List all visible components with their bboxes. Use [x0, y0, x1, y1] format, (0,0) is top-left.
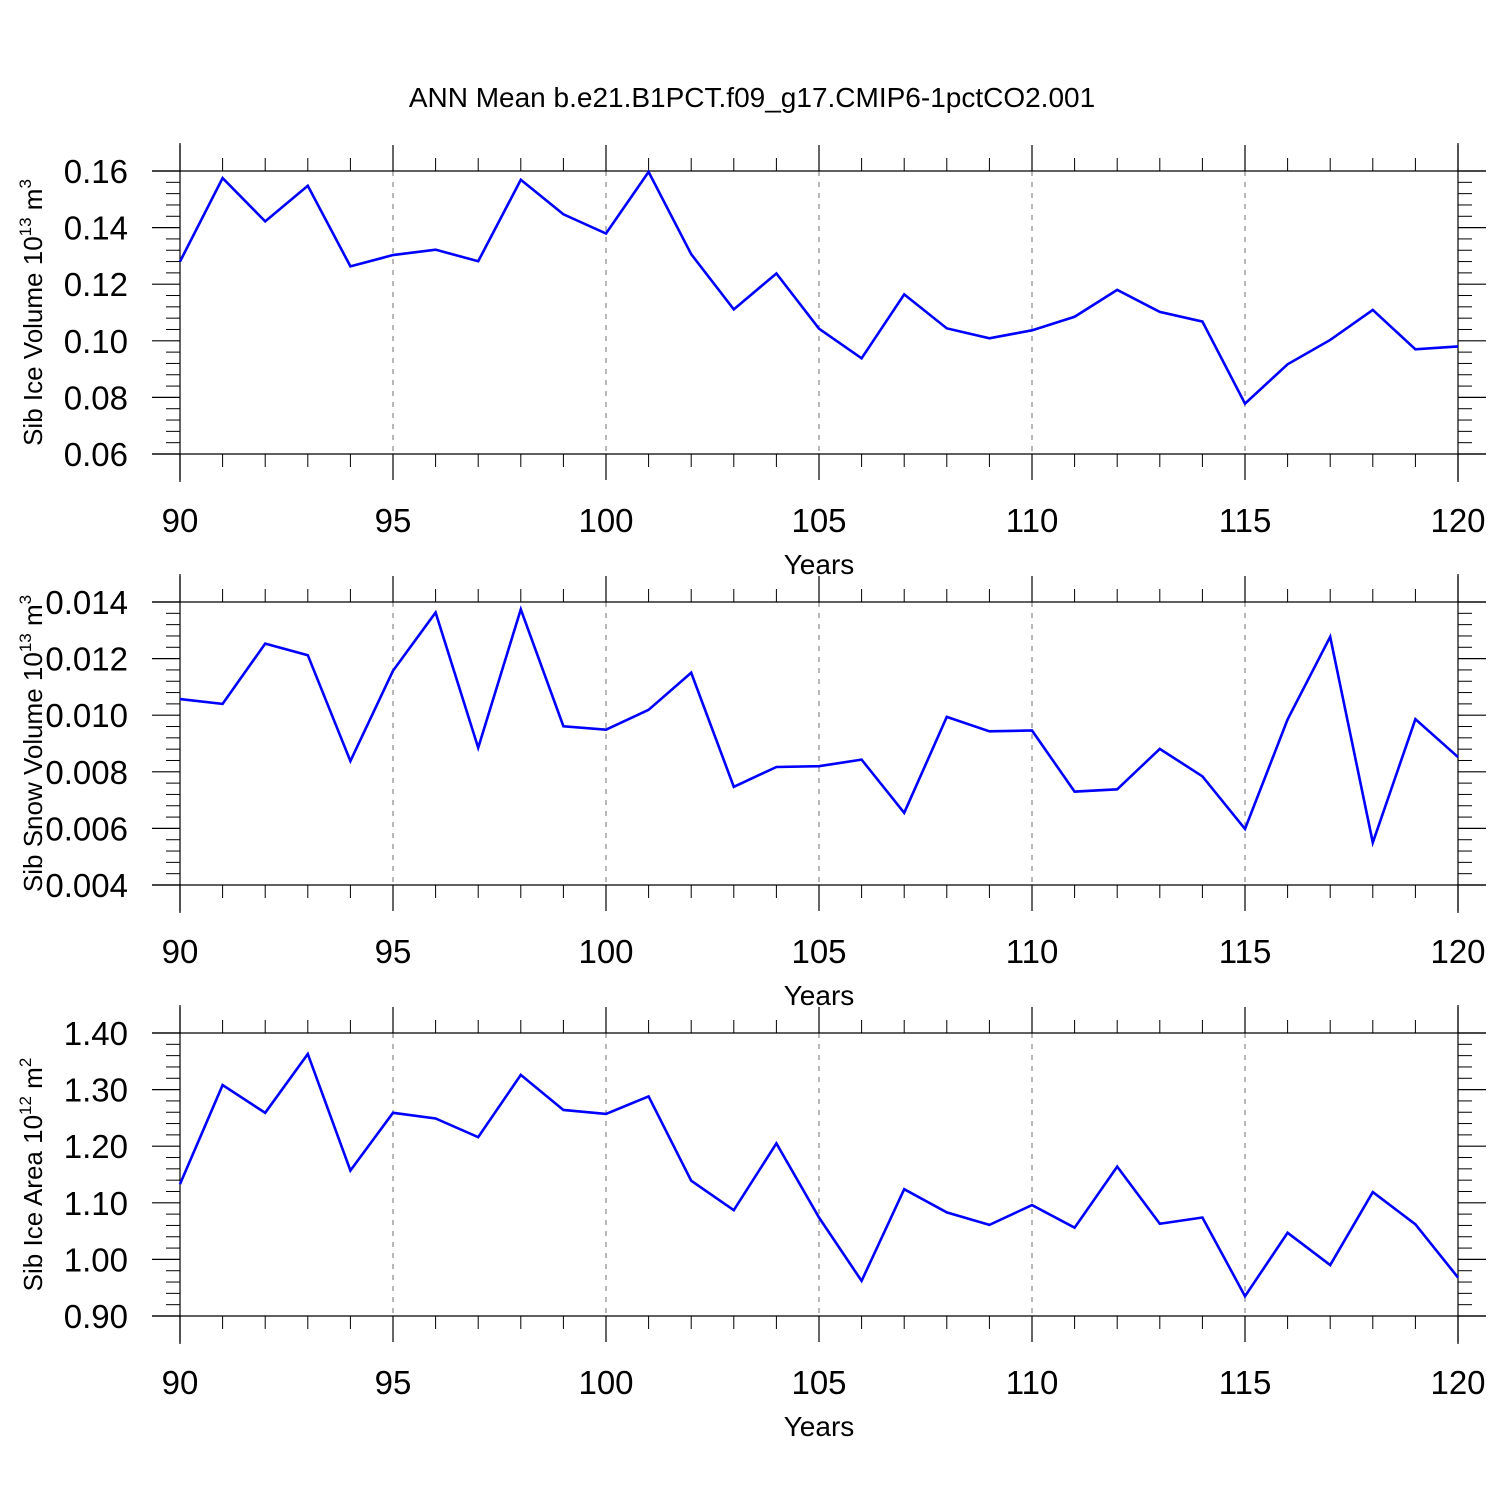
y-tick-label: 0.14	[64, 210, 128, 247]
y-tick-label: 1.40	[64, 1015, 128, 1052]
chart-title: ANN Mean b.e21.B1PCT.f09_g17.CMIP6-1pctC…	[409, 82, 1095, 113]
y-tick-label: 1.30	[64, 1072, 128, 1109]
y-tick-label: 0.06	[64, 436, 128, 473]
series-line-1	[178, 1051, 1460, 1299]
panel-2: 0.004 0.006 0.008 0.010 0.012 0.014 90 95 100 105…	[16, 574, 1486, 1011]
x-tick-label: 95	[375, 502, 412, 539]
x-axis-label: Years	[784, 980, 855, 1011]
y-tick-label: 0.012	[45, 641, 128, 678]
series-line-1	[179, 605, 1459, 848]
x-axis-label: Years	[784, 549, 855, 580]
y-tick-label: 0.10	[64, 323, 128, 360]
x-tick-label: 100	[578, 1364, 633, 1401]
x-tick-label: 100	[578, 502, 633, 539]
x-tick-label: 105	[791, 933, 846, 970]
x-tick-label: 120	[1430, 933, 1485, 970]
x-tick-label: 115	[1219, 933, 1272, 970]
x-tick-label: 120	[1430, 502, 1485, 539]
y-tick-label: 1.10	[64, 1185, 128, 1222]
y-tick-label: 0.010	[45, 697, 128, 734]
x-tick-label: 90	[162, 1364, 199, 1401]
panel-3: 0.90 1.00 1.10 1.20 1.30 1.40 90 95 100 105 110 115…	[16, 1005, 1486, 1442]
x-tick-label: 115	[1219, 502, 1272, 539]
y-tick-label: 1.00	[64, 1241, 128, 1278]
x-tick-label: 90	[162, 933, 199, 970]
y-tick-label: 0.16	[64, 153, 128, 190]
y-axis-label: Sib Ice Volume 1013 m3	[16, 179, 48, 446]
panel-1: 0.06 0.08 0.10 0.12 0.14 0.16 90 95 100 105 110 115…	[16, 143, 1486, 580]
x-tick-label: 110	[1006, 933, 1059, 970]
series-line-1	[178, 169, 1459, 406]
x-tick-label: 115	[1219, 1364, 1272, 1401]
x-tick-label: 90	[162, 502, 199, 539]
y-tick-label: 0.12	[64, 266, 128, 303]
x-tick-label: 120	[1430, 1364, 1485, 1401]
x-tick-label: 95	[375, 933, 412, 970]
x-tick-label: 105	[791, 1364, 846, 1401]
x-tick-label: 100	[578, 933, 633, 970]
x-tick-label: 95	[375, 1364, 412, 1401]
x-axis-label: Years	[784, 1411, 855, 1442]
y-tick-label: 0.008	[45, 754, 128, 791]
y-tick-label: 0.004	[45, 867, 128, 904]
y-axis-label: Sib Ice Area 1012 m2	[16, 1058, 48, 1292]
y-axis-label: Sib Snow Volume 1013 m3	[16, 595, 48, 892]
x-tick-label: 110	[1006, 502, 1059, 539]
y-tick-label: 1.20	[64, 1128, 128, 1165]
y-tick-label: 0.006	[45, 810, 128, 847]
panels: 0.06 0.08 0.10 0.12 0.14 0.16 90 95 100 105 110 115…	[16, 143, 1486, 1442]
y-tick-label: 0.014	[45, 584, 128, 621]
y-tick-label: 0.08	[64, 379, 128, 416]
y-tick-label: 0.90	[64, 1298, 128, 1335]
x-tick-label: 105	[791, 502, 846, 539]
x-tick-label: 110	[1006, 1364, 1059, 1401]
